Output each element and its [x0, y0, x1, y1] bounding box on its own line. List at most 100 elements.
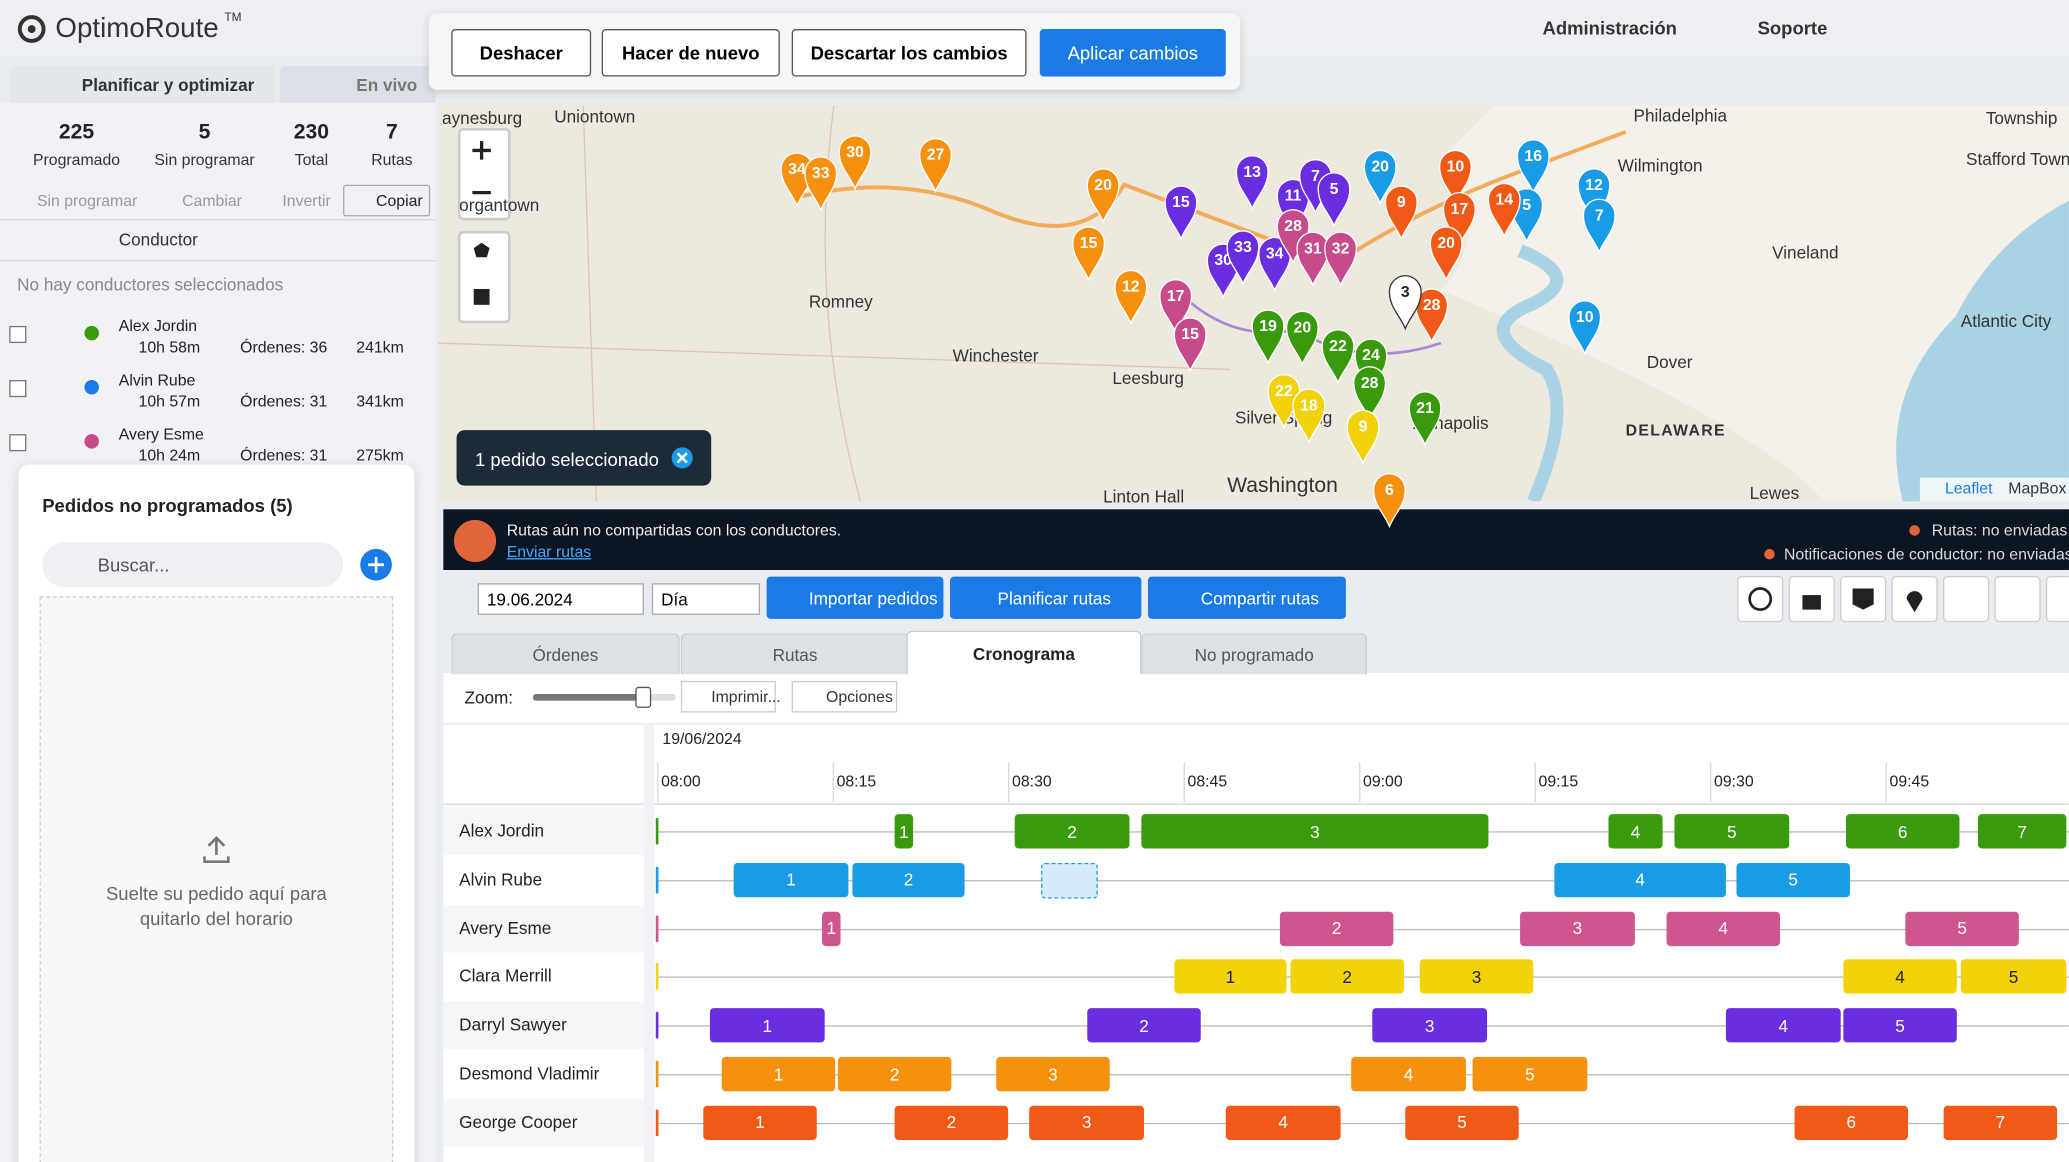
order-block[interactable]: 1 — [1174, 959, 1287, 995]
pin-label[interactable]: 20 — [1371, 157, 1390, 176]
map-pin[interactable] — [1515, 137, 1552, 195]
pin-label[interactable]: 28 — [1360, 373, 1379, 392]
pin-label[interactable]: 17 — [1450, 199, 1469, 218]
pin-label[interactable]: 20 — [1437, 233, 1455, 253]
map-pin[interactable] — [1275, 177, 1312, 235]
pin-label[interactable]: 27 — [926, 145, 945, 164]
pin-label[interactable]: 34 — [788, 159, 806, 179]
pin-label[interactable]: 22 — [1275, 381, 1293, 400]
pin-label[interactable]: 17 — [1166, 286, 1185, 305]
checkbox[interactable] — [9, 434, 27, 452]
attribution-leaflet[interactable]: Leaflet — [1944, 478, 1993, 498]
pin-label[interactable]: 6 — [1385, 480, 1394, 499]
pin-label[interactable]: 5 — [1329, 179, 1339, 198]
map-pin[interactable] — [1581, 197, 1618, 255]
map-pin[interactable] — [1162, 183, 1199, 241]
pin-label[interactable]: 33 — [811, 163, 830, 183]
order-block[interactable]: 4 — [1225, 1105, 1341, 1140]
map-pin[interactable] — [1566, 298, 1603, 356]
map-pin[interactable] — [1172, 315, 1209, 373]
pin-label[interactable]: 33 — [1234, 237, 1252, 256]
tool-button[interactable]: Copiar — [376, 191, 423, 210]
send-routes-link[interactable]: Enviar rutas — [506, 542, 592, 561]
pin-label[interactable]: 7 — [1594, 205, 1604, 225]
share-button[interactable]: Compartir rutas — [1147, 576, 1346, 619]
pin-label[interactable]: 20 — [1094, 175, 1112, 194]
support-menu[interactable]: Soporte — [1757, 17, 1828, 39]
pin-label[interactable]: 19 — [1259, 316, 1277, 336]
order-block[interactable]: 5 — [1736, 862, 1850, 897]
order-block[interactable]: 4 — [1666, 911, 1781, 946]
pin-label[interactable]: 18 — [1300, 395, 1318, 415]
checkbox[interactable] — [9, 380, 27, 398]
date-input[interactable]: 19.06.2024 — [477, 583, 644, 615]
map-pin[interactable] — [1387, 273, 1424, 331]
pin-label[interactable]: 9 — [1396, 192, 1406, 212]
map-pin[interactable] — [1407, 389, 1444, 447]
order-block[interactable]: 2 — [1087, 1008, 1201, 1043]
view-select[interactable]: Día — [651, 583, 761, 615]
pin-label[interactable]: 11 — [1284, 186, 1302, 205]
order-block[interactable]: 6 — [1845, 814, 1960, 849]
map-pin[interactable] — [1371, 471, 1408, 529]
tool-button[interactable]: Sin programar — [36, 191, 138, 210]
pin-label[interactable]: 15 — [1172, 192, 1190, 212]
order-block[interactable]: 3 — [1520, 911, 1635, 946]
map-pin[interactable] — [1413, 286, 1450, 344]
order-block[interactable]: 5 — [1843, 1008, 1957, 1043]
order-block[interactable]: 1 — [703, 1105, 817, 1140]
order-block[interactable]: 2 — [1279, 911, 1394, 946]
map-pin[interactable] — [1428, 224, 1465, 282]
pin-label[interactable]: 10 — [1446, 157, 1465, 176]
order-block[interactable]: 3 — [1141, 814, 1489, 849]
print-button[interactable]: Imprimir... — [680, 680, 781, 713]
map-pin[interactable] — [917, 136, 954, 194]
map-pin[interactable] — [1070, 224, 1107, 282]
order-block[interactable]: 5 — [1405, 1105, 1519, 1140]
order-block[interactable]: 3 — [996, 1056, 1110, 1092]
pin-label[interactable]: 30 — [1214, 250, 1232, 270]
pin-label[interactable]: 7 — [1311, 166, 1320, 185]
pin-label[interactable]: 3 — [1400, 282, 1410, 301]
order-block[interactable]: 1 — [733, 862, 849, 897]
order-block[interactable]: 4 — [1351, 1056, 1466, 1092]
map-pin[interactable] — [1437, 148, 1474, 206]
pin-label[interactable]: 15 — [1079, 233, 1098, 253]
order-block[interactable]: 6 — [1794, 1105, 1908, 1140]
zoom-slider[interactable] — [533, 685, 678, 711]
map-pin[interactable] — [1362, 148, 1399, 206]
pin-label[interactable]: 28 — [1422, 295, 1441, 315]
order-block[interactable]: 1 — [721, 1056, 836, 1092]
pin-label[interactable]: 20 — [1293, 317, 1312, 337]
order-block[interactable]: 2 — [894, 1105, 1009, 1140]
tab-routes[interactable]: Rutas — [680, 633, 910, 675]
map-pin[interactable] — [837, 133, 874, 191]
pin-label[interactable]: 13 — [1243, 162, 1262, 181]
order-block[interactable]: 5 — [1905, 911, 2019, 946]
pin-label[interactable]: 30 — [846, 142, 864, 161]
map-pin[interactable] — [1157, 277, 1194, 335]
pin-label[interactable]: 32 — [1331, 238, 1350, 258]
clear-selection[interactable] — [670, 446, 694, 470]
map-pin[interactable] — [1322, 230, 1359, 288]
pin-label[interactable]: 16 — [1524, 146, 1543, 165]
map-pin[interactable] — [1085, 166, 1122, 224]
order-block[interactable]: 7 — [1943, 1105, 2058, 1140]
apply-button[interactable]: Aplicar cambios — [1039, 29, 1226, 77]
tool-button[interactable]: Cambiar — [182, 191, 242, 210]
pin-label[interactable]: 24 — [1362, 345, 1380, 365]
order-block[interactable]: 2 — [1290, 959, 1404, 995]
map-pin[interactable] — [1234, 153, 1271, 211]
tool-icons[interactable] — [1736, 575, 2069, 623]
zoom-icons[interactable] — [464, 132, 498, 211]
redo-button[interactable]: Hacer de nuevo — [601, 29, 780, 77]
add-button[interactable] — [359, 548, 393, 582]
tab-live[interactable]: En vivo — [279, 65, 436, 103]
tool-button[interactable]: Invertir — [282, 191, 331, 210]
order-block[interactable]: 4 — [1554, 862, 1726, 897]
pin-label[interactable]: 15 — [1181, 324, 1199, 344]
order-block[interactable]: 2 — [1014, 814, 1130, 849]
order-block[interactable]: 3 — [1372, 1008, 1488, 1043]
order-block[interactable]: 4 — [1725, 1008, 1841, 1043]
pin-label[interactable]: 34 — [1265, 244, 1284, 263]
